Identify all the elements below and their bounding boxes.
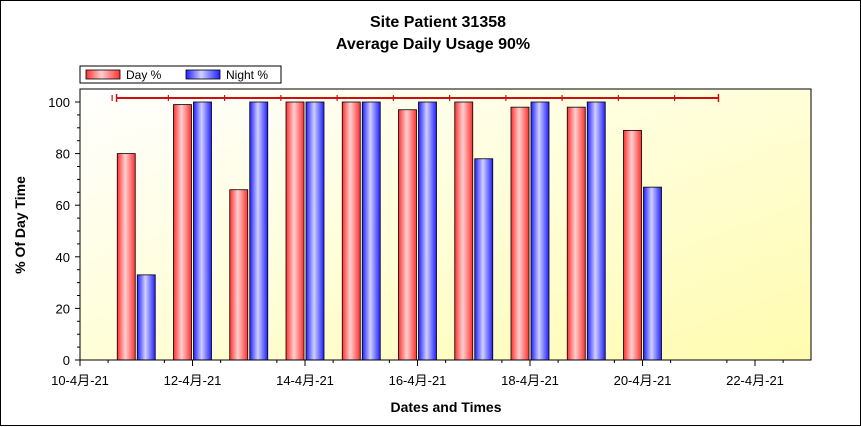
bar-night (586, 101, 606, 361)
y-tick-label: 80 (56, 147, 70, 162)
x-tick-label: 20-4月-21 (614, 373, 672, 388)
legend-label-night: Night % (226, 68, 268, 82)
y-axis-label: % Of Day Time (12, 176, 28, 274)
bar-day (510, 106, 530, 361)
legend-swatch-day (85, 69, 121, 80)
x-axis: 10-4月-21 12-4月-21 14-4月-21 16-4月-21 18-4月-21… (51, 360, 784, 388)
x-tick-label: 10-4月-21 (51, 373, 109, 388)
y-tick-label: 60 (56, 198, 70, 213)
bar-day (116, 153, 136, 361)
bar-day (623, 129, 642, 361)
x-tick-label: 16-4月-21 (389, 373, 447, 388)
bar-day (173, 104, 192, 361)
bar-night (305, 101, 325, 361)
chart-subtitle: Average Daily Usage 90% (336, 36, 530, 53)
y-tick-label: 100 (48, 95, 70, 110)
bar-day (454, 101, 474, 361)
bar-night (530, 101, 550, 361)
y-tick-label: 20 (56, 301, 70, 316)
bar-night (136, 274, 156, 361)
y-tick-label: 0 (63, 353, 70, 368)
chart-title: Site Patient 31358 (370, 14, 506, 31)
x-tick-label: 12-4月-21 (164, 373, 222, 388)
bar-night (474, 158, 494, 361)
bar-day (341, 101, 361, 361)
legend-label-day: Day % (126, 68, 162, 82)
x-axis-label: Dates and Times (390, 399, 501, 415)
legend: Day % Night % (79, 65, 282, 84)
x-tick-label: 18-4月-21 (501, 373, 559, 388)
legend-swatch-night (185, 69, 221, 80)
bar-day (398, 109, 417, 361)
bar-day (566, 106, 586, 361)
bar-day (285, 101, 305, 361)
bar-night (249, 101, 269, 361)
bar-night (193, 101, 212, 361)
bar-night (361, 101, 381, 361)
bar-night (418, 101, 437, 361)
legend-box (79, 65, 282, 84)
average-usage-line (111, 94, 720, 102)
y-tick-label: 40 (56, 250, 70, 265)
x-tick-label: 14-4月-21 (276, 373, 334, 388)
bar-night (643, 186, 662, 361)
x-tick-label: 22-4月-21 (726, 373, 784, 388)
y-axis: 0 20 40 60 80 100 (48, 95, 80, 368)
bar-day (229, 189, 249, 361)
